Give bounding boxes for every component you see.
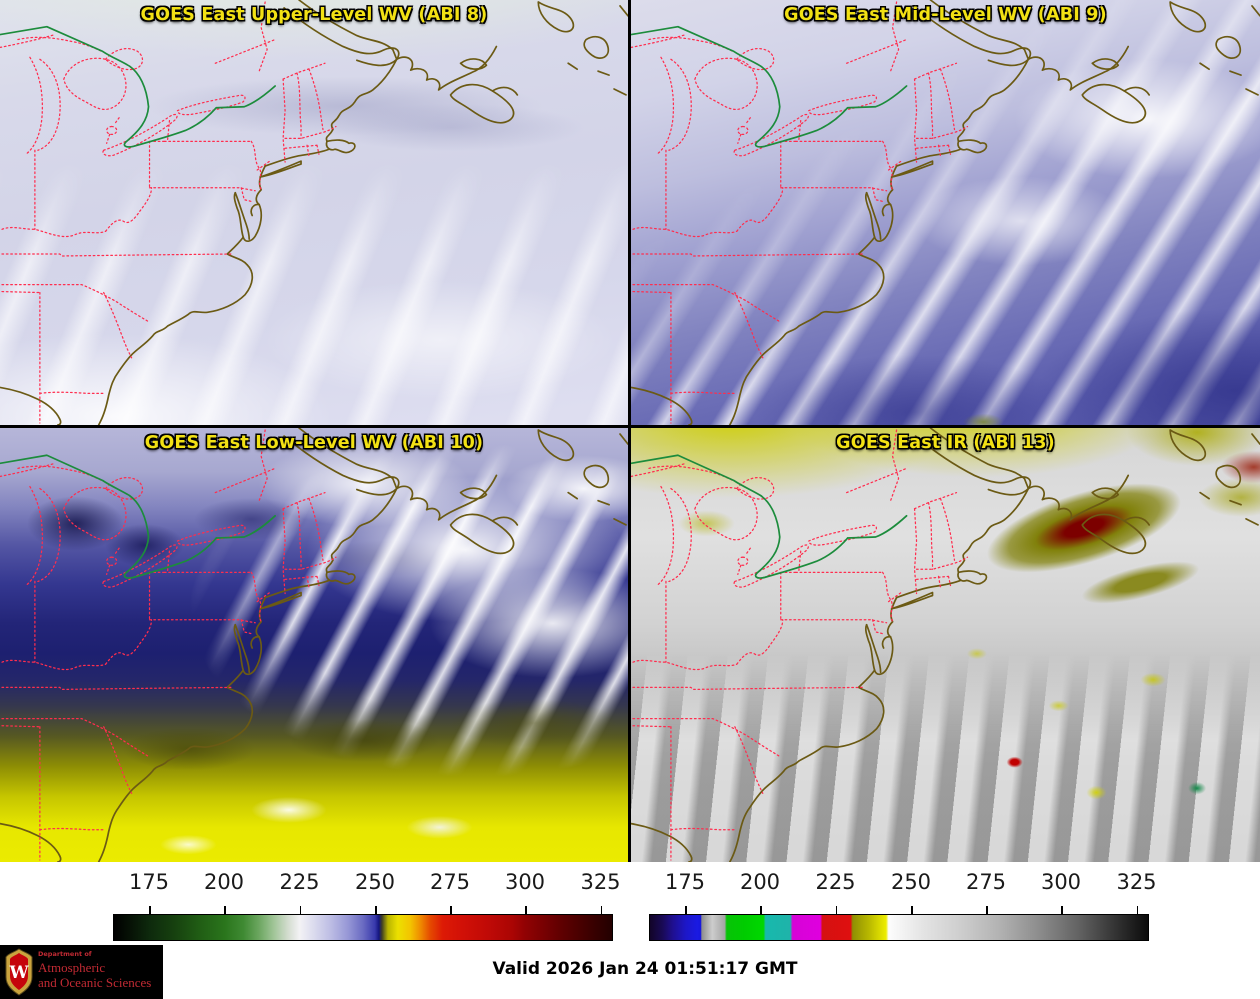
tick-mark [1136, 906, 1138, 914]
wv-tick-label: 250 [354, 870, 396, 894]
tick-mark [986, 906, 988, 914]
wv-tick-label: 175 [128, 870, 170, 894]
tick-mark [600, 906, 602, 914]
panel-low-level-wv: GOES East Low-Level WV (ABI 10) [0, 428, 628, 862]
tick-mark [450, 906, 452, 914]
tick-mark [525, 906, 527, 914]
svg-text:W: W [8, 963, 29, 983]
ir-tick-label: 250 [890, 870, 932, 894]
ir-tick-label: 175 [664, 870, 706, 894]
colorbar-row: 175 200 225 250 275 300 325 175 200 225 … [0, 862, 1260, 945]
logo-line-1: Atmospheric [38, 959, 106, 975]
valid-timestamp: Valid 2026 Jan 24 01:51:17 GMT [492, 959, 798, 979]
ir-tick-label: 200 [739, 870, 781, 894]
panel-ir: GOES East IR (ABI 13) [631, 428, 1260, 862]
ir-tick-label: 300 [1040, 870, 1082, 894]
tick-mark [760, 906, 762, 914]
quad-panel-grid: GOES East Upper-Level WV (ABI 8) GOES Ea… [0, 0, 1260, 862]
wv-tick-label: 300 [504, 870, 546, 894]
logo-dept-line: Department of [38, 950, 92, 958]
panel-upper-level-wv: GOES East Upper-Level WV (ABI 8) [0, 0, 628, 425]
map-overlay [0, 0, 628, 425]
ir-colorbar: 175 200 225 250 275 300 325 [649, 862, 1157, 945]
wv-colorbar-gradient [113, 914, 613, 941]
panel-title-mid-wv: GOES East Mid-Level WV (ABI 9) [784, 5, 1107, 25]
wv-tick-label: 325 [580, 870, 621, 894]
map-overlay [631, 0, 1260, 425]
wv-tick-label: 275 [429, 870, 471, 894]
panel-title-ir: GOES East IR (ABI 13) [836, 433, 1055, 453]
logo-line-2: and Oceanic Sciences [38, 974, 152, 990]
panel-title-low-wv: GOES East Low-Level WV (ABI 10) [144, 433, 484, 453]
tick-mark [224, 906, 226, 914]
uw-crest-icon: W [5, 948, 33, 996]
uw-aos-logo: W Department of Atmospheric and Oceanic … [0, 945, 163, 999]
ir-tick-label: 325 [1116, 870, 1157, 894]
footer: W Department of Atmospheric and Oceanic … [0, 945, 1260, 999]
ir-tick-label: 225 [815, 870, 856, 894]
tick-mark [1061, 906, 1063, 914]
logo-text: Department of Atmospheric and Oceanic Sc… [38, 951, 151, 991]
wv-tick-label: 200 [203, 870, 245, 894]
tick-mark [375, 906, 377, 914]
map-overlay [0, 428, 628, 862]
tick-mark [835, 906, 837, 914]
wv-colorbar: 175 200 225 250 275 300 325 [113, 862, 621, 945]
wv-tick-label: 225 [279, 870, 320, 894]
map-overlay [631, 428, 1260, 862]
panel-mid-level-wv: GOES East Mid-Level WV (ABI 9) [631, 0, 1260, 425]
tick-mark [299, 906, 301, 914]
ir-colorbar-gradient [649, 914, 1149, 941]
tick-mark [911, 906, 913, 914]
tick-mark [685, 906, 687, 914]
ir-tick-label: 275 [965, 870, 1007, 894]
tick-mark [149, 906, 151, 914]
panel-title-upper-wv: GOES East Upper-Level WV (ABI 8) [140, 5, 488, 25]
